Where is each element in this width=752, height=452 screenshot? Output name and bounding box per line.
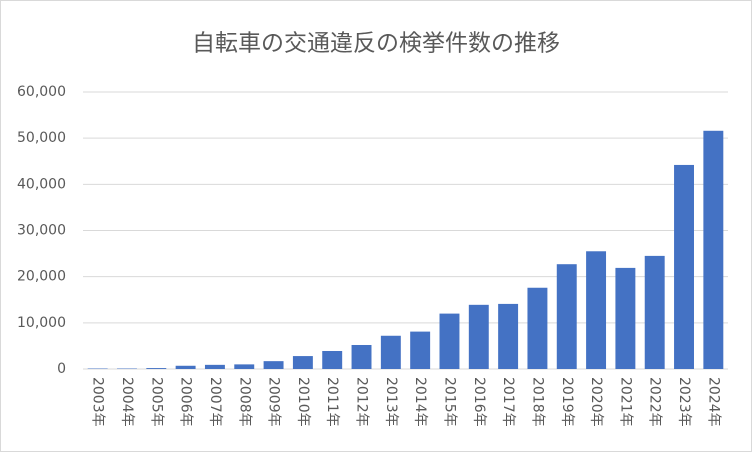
x-tick-label: 2009年 [266, 377, 282, 427]
x-tick-label: 2013年 [383, 377, 399, 427]
x-tick-label: 2016年 [471, 377, 487, 427]
bar [498, 303, 519, 369]
x-tick-label: 2014年 [412, 377, 428, 427]
x-tick-label: 2012年 [354, 377, 370, 427]
x-tick-label: 2003年 [90, 377, 106, 427]
x-tick-label: 2022年 [647, 377, 663, 427]
y-tick-label: 30,000 [17, 223, 66, 239]
x-tick-label: 2010年 [295, 377, 311, 427]
y-tick-label: 10,000 [17, 315, 66, 331]
bar [703, 130, 724, 369]
x-tick-label: 2006年 [178, 377, 194, 427]
bar [586, 251, 607, 369]
bar [351, 344, 372, 369]
bar [674, 164, 694, 369]
x-tick-label: 2023年 [676, 377, 692, 427]
bar [556, 264, 577, 369]
bar [146, 368, 167, 369]
x-tick-label: 2004年 [119, 377, 135, 427]
chart-title: 自転車の交通違反の検挙件数の推移 [192, 31, 560, 57]
bar [204, 364, 225, 369]
x-tick-label: 2005年 [148, 377, 164, 427]
x-tick-label: 2018年 [529, 377, 545, 427]
bar [527, 287, 548, 369]
x-tick-label: 2024年 [705, 377, 721, 427]
x-tick-label: 2021年 [617, 377, 633, 427]
y-tick-label: 50,000 [17, 130, 66, 146]
x-tick-label: 2008年 [236, 377, 252, 427]
bar [175, 365, 196, 369]
bar [234, 364, 255, 369]
x-tick-label: 2015年 [441, 377, 457, 427]
bar [292, 356, 313, 369]
y-tick-label: 20,000 [17, 269, 66, 285]
x-tick-label: 2020年 [588, 377, 604, 427]
y-tick-label: 0 [57, 361, 66, 377]
bar [439, 313, 460, 369]
bar [644, 255, 665, 369]
bar [380, 335, 401, 369]
y-tick-label: 40,000 [17, 176, 66, 192]
x-tick-label: 2007年 [207, 377, 223, 427]
x-tick-label: 2011年 [324, 377, 340, 427]
bar [263, 361, 284, 369]
y-tick-label: 60,000 [17, 84, 66, 100]
bar [410, 331, 431, 369]
x-tick-label: 2017年 [500, 377, 516, 427]
bar [468, 304, 489, 369]
x-tick-label: 2019年 [559, 377, 575, 427]
bar [322, 350, 343, 369]
bar [615, 267, 636, 369]
